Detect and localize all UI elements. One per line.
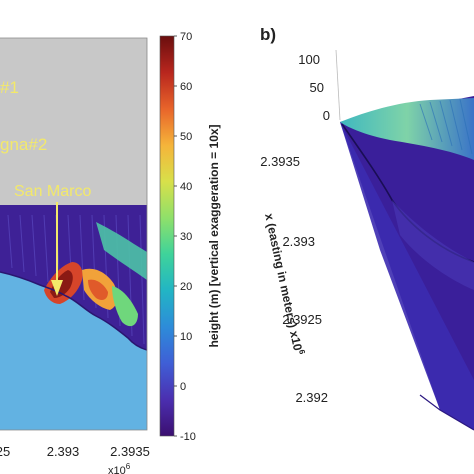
colorbar-tick-label: -10 [180,431,196,443]
colorbar-tick-label: 0 [180,381,186,393]
annotation-2: gna#2 [0,135,47,154]
panel-b-ztick-50: 50 [310,80,324,95]
surface-plane [340,122,474,430]
colorbar-tick-label: 60 [180,81,192,93]
panel-a-xtick-2: 2.393 [47,444,80,459]
panel-b-z-axis [335,49,341,121]
hotspot-orange-core [88,279,108,300]
colorbar-tick-label: 30 [180,231,192,243]
surface-bottom-edge [419,394,474,431]
coastline [0,271,147,351]
colorbar-tick-label: 10 [180,331,192,343]
san-marco-arrow-head [51,280,63,296]
panel-a-map: #1 gna#2 San Marco [0,38,147,430]
ridge-striations [419,98,473,155]
panel-a-xtick-1: 25 [0,444,10,459]
annotation-1: #1 [0,78,19,97]
colorbar-tick-label: 20 [180,281,192,293]
panel-a-frame [0,37,148,431]
colorbar: 70 60 50 40 30 20 10 0 -10 height (m) [vertical … [159,31,221,443]
hotspot-green [112,286,138,327]
panel-b-xtick-2: 2.393 [282,234,315,249]
surface-ridge [340,98,474,160]
panel-b-3d: b) 100 50 0 2.3935 2.393 2.3925 2.392 x [260,25,474,431]
annotation-san-marco: San Marco [14,183,91,200]
panel-b-xtick-3: 2.3925 [282,312,322,327]
colorbar-label: height (m) [vertical exaggeration = 10x] [207,124,221,347]
surface-shade [392,200,474,290]
panel-a-x-exponent: x106 [108,462,131,474]
colorbar-tick-label: 70 [180,31,192,43]
colorbar-bar [159,35,175,437]
panel-b-ztick-0: 0 [323,108,330,123]
panel-b-xtick-1: 2.3935 [260,154,300,169]
panel-b-ztick-100: 100 [298,52,320,67]
panel-b-xtick-4: 2.392 [295,390,328,405]
ridge-green [96,222,147,280]
colorbar-tick-label: 50 [180,131,192,143]
colorbar-ticks: 70 60 50 40 30 20 10 0 -10 [174,31,196,443]
land-area [0,38,147,210]
colorbar-tick-label: 40 [180,181,192,193]
panel-b-label: b) [260,25,276,44]
panel-a-xtick-3: 2.3935 [110,444,150,459]
